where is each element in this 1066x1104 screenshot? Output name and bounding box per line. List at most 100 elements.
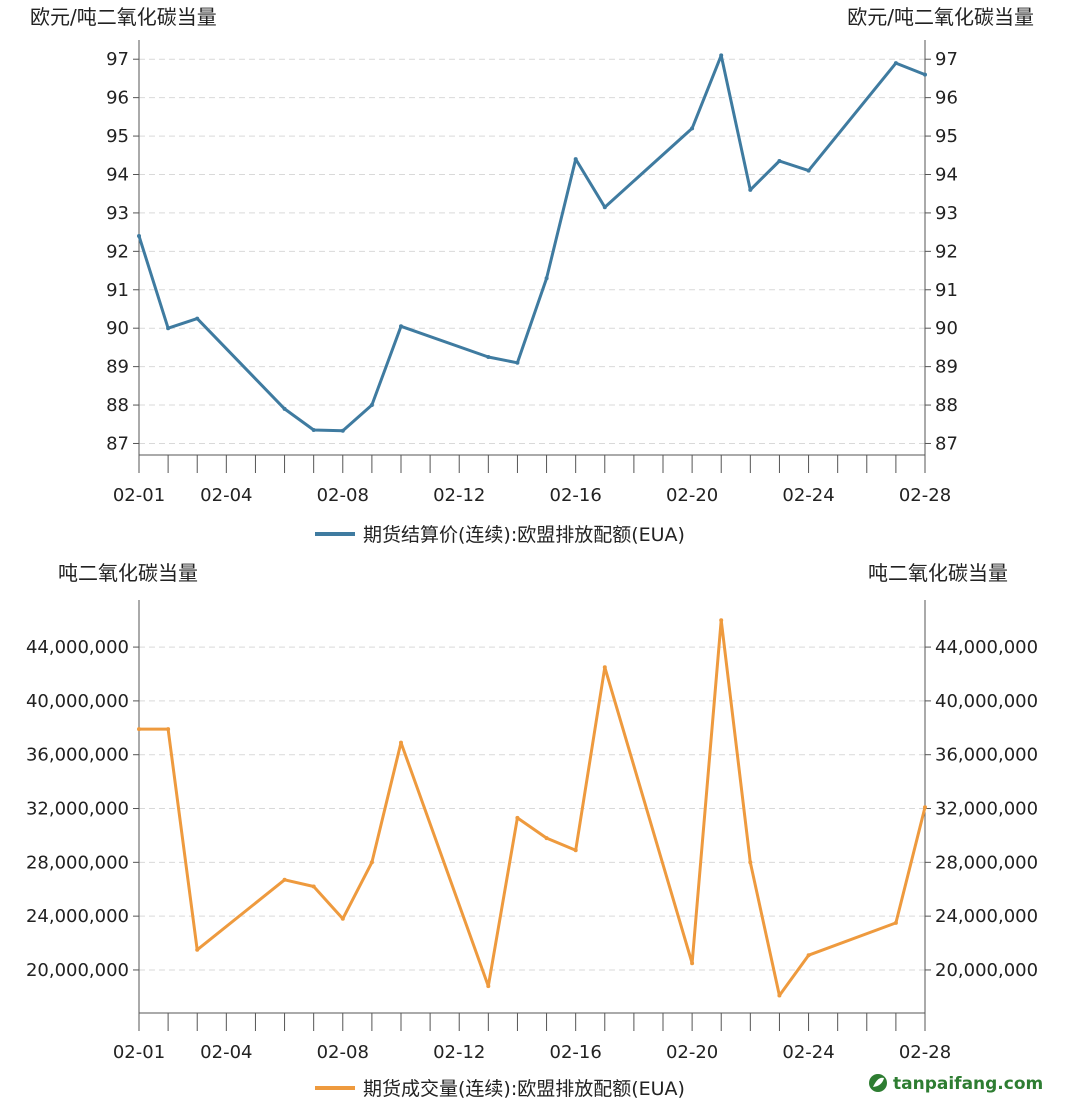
data-point[interactable] xyxy=(195,947,200,952)
y-tick-label-left: 40,000,000 xyxy=(26,691,129,712)
y-tick-label-right: 32,000,000 xyxy=(935,799,1038,820)
series-line xyxy=(137,53,927,433)
y-tick-label-left: 32,000,000 xyxy=(26,799,129,820)
series-polyline xyxy=(137,53,926,433)
y-tick-label-right: 88 xyxy=(935,395,958,416)
data-point[interactable] xyxy=(719,53,724,58)
y-tick-label-left: 44,000,000 xyxy=(26,637,129,658)
data-point[interactable] xyxy=(515,360,520,365)
y-tick-label-right: 44,000,000 xyxy=(935,637,1038,658)
series-line xyxy=(137,618,927,998)
data-point[interactable] xyxy=(893,61,898,66)
data-point[interactable] xyxy=(806,953,811,958)
data-point[interactable] xyxy=(282,877,287,882)
data-point[interactable] xyxy=(399,324,403,329)
y-tick-label-left: 90 xyxy=(106,318,129,339)
data-point[interactable] xyxy=(602,665,607,670)
settlement-price-chart: 欧元/吨二氧化碳当量 欧元/吨二氧化碳当量 87 87 88 88 89 89 90 90 91… xyxy=(30,5,1034,546)
data-point[interactable] xyxy=(340,428,345,433)
data-point[interactable] xyxy=(166,727,171,732)
grid-lines xyxy=(139,646,925,971)
x-tick-label: 02-12 xyxy=(433,485,485,506)
y-tick-label-left: 95 xyxy=(106,126,129,147)
data-point[interactable] xyxy=(777,159,782,163)
x-tick-label: 02-20 xyxy=(666,1042,718,1063)
data-point[interactable] xyxy=(923,805,927,810)
data-point[interactable] xyxy=(748,860,753,865)
data-point[interactable] xyxy=(806,168,811,173)
y-tick-label-right: 97 xyxy=(935,49,958,70)
grid-lines xyxy=(139,58,925,444)
x-tick-label: 02-16 xyxy=(550,485,602,506)
x-tick-label: 02-01 xyxy=(113,1042,165,1063)
y-tick-label-right: 90 xyxy=(935,318,958,339)
y-tick-label-left: 36,000,000 xyxy=(26,745,129,766)
legend-label: 期货结算价(连续):欧盟排放配额(EUA) xyxy=(363,524,685,546)
data-point[interactable] xyxy=(544,276,549,281)
data-point[interactable] xyxy=(137,727,141,732)
data-point[interactable] xyxy=(486,984,491,989)
y-tick-label-left: 91 xyxy=(106,280,129,301)
y-tick-label-left: 93 xyxy=(106,203,129,224)
data-point[interactable] xyxy=(311,428,316,432)
data-point[interactable] xyxy=(486,355,491,359)
data-point[interactable] xyxy=(602,205,607,210)
data-point[interactable] xyxy=(166,326,171,331)
data-point[interactable] xyxy=(195,316,200,321)
x-tick-label: 02-08 xyxy=(317,485,369,506)
y-tick-label-right: 28,000,000 xyxy=(935,852,1038,873)
y-tick-label-left: 24,000,000 xyxy=(26,906,129,927)
x-tick-label: 02-01 xyxy=(113,485,165,506)
y-tick-label-right: 89 xyxy=(935,357,958,378)
data-point[interactable] xyxy=(893,920,898,925)
x-tick-label: 02-12 xyxy=(433,1042,485,1063)
y-tick-label-left: 28,000,000 xyxy=(26,852,129,873)
legend[interactable]: 期货成交量(连续):欧盟排放配额(EUA) xyxy=(315,1078,685,1100)
tick-labels: 87 87 88 88 89 89 90 90 91 91 92 92 93 93 94 94 95 95 96 96… xyxy=(106,49,958,506)
axes xyxy=(133,600,931,1031)
x-tick-label: 02-08 xyxy=(317,1042,369,1063)
data-point[interactable] xyxy=(690,126,695,131)
left-axis-unit-label: 欧元/吨二氧化碳当量 xyxy=(30,5,217,29)
x-tick-label: 02-24 xyxy=(782,1042,834,1063)
data-point[interactable] xyxy=(573,848,578,853)
y-tick-label-left: 96 xyxy=(106,88,129,109)
y-tick-label-right: 96 xyxy=(935,88,958,109)
axes xyxy=(133,40,931,473)
y-tick-label-right: 92 xyxy=(935,241,958,262)
trading-volume-chart: 吨二氧化碳当量 吨二氧化碳当量 20,000,000 20,000,000 24,0… xyxy=(26,561,1038,1100)
y-tick-label-right: 94 xyxy=(935,164,958,185)
data-point[interactable] xyxy=(573,157,578,162)
y-tick-label-right: 24,000,000 xyxy=(935,906,1038,927)
right-axis-unit-label: 吨二氧化碳当量 xyxy=(868,561,1008,585)
series-polyline xyxy=(139,618,927,997)
y-tick-label-right: 93 xyxy=(935,203,958,224)
data-point[interactable] xyxy=(515,815,520,820)
watermark-text: tanpaifang.com xyxy=(893,1074,1043,1094)
data-point[interactable] xyxy=(690,961,695,966)
right-axis-unit-label: 欧元/吨二氧化碳当量 xyxy=(847,5,1034,29)
data-point[interactable] xyxy=(282,406,287,411)
data-point[interactable] xyxy=(923,72,927,77)
y-tick-label-right: 36,000,000 xyxy=(935,745,1038,766)
data-point[interactable] xyxy=(369,860,374,865)
x-tick-label: 02-16 xyxy=(550,1042,602,1063)
data-point[interactable] xyxy=(137,234,141,238)
y-tick-label-left: 87 xyxy=(106,433,129,454)
data-point[interactable] xyxy=(399,740,403,745)
leaf-logo-icon xyxy=(869,1074,887,1092)
data-point[interactable] xyxy=(311,884,316,889)
data-point[interactable] xyxy=(369,403,374,407)
data-point[interactable] xyxy=(748,187,753,192)
data-point[interactable] xyxy=(719,618,724,623)
legend[interactable]: 期货结算价(连续):欧盟排放配额(EUA) xyxy=(315,524,685,546)
y-tick-label-left: 89 xyxy=(106,357,129,378)
y-tick-label-left: 88 xyxy=(106,395,129,416)
data-point[interactable] xyxy=(544,836,549,841)
data-point[interactable] xyxy=(340,916,345,921)
x-tick-label: 02-20 xyxy=(666,485,718,506)
y-tick-label-right: 95 xyxy=(935,126,958,147)
data-point[interactable] xyxy=(777,993,782,998)
y-tick-label-right: 91 xyxy=(935,280,958,301)
